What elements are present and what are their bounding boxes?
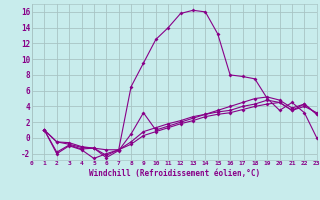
X-axis label: Windchill (Refroidissement éolien,°C): Windchill (Refroidissement éolien,°C) [89,169,260,178]
